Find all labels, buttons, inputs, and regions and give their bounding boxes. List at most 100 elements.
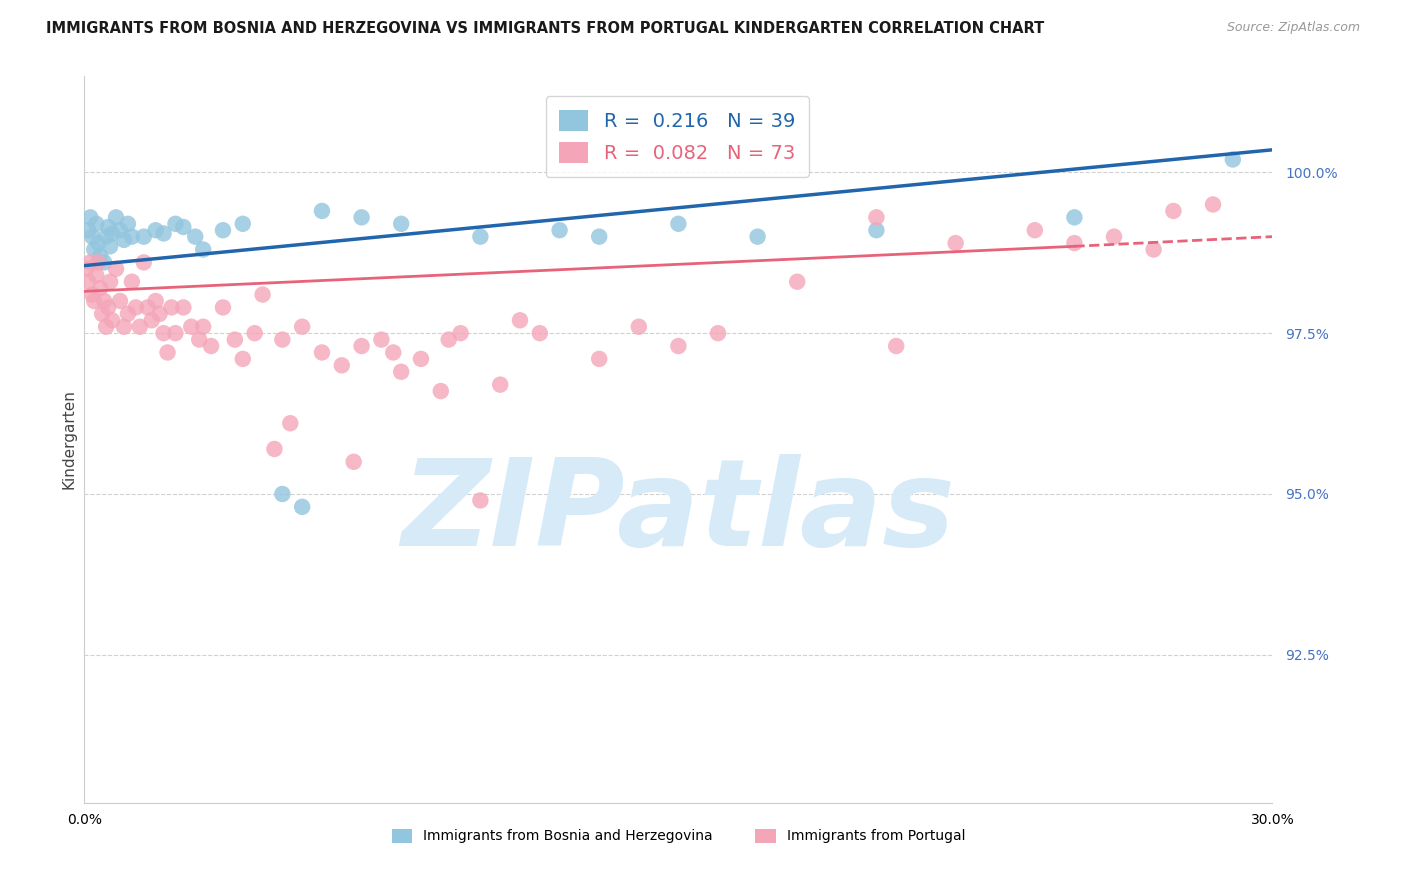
Point [112, 233, 135, 247]
Point [437, 333, 460, 347]
Point [271, 333, 294, 347]
Point [156, 345, 179, 359]
Point [232, 351, 254, 366]
Point [165, 326, 187, 340]
Point [84, 217, 107, 231]
Point [136, 301, 159, 315]
Point [350, 211, 373, 225]
Point [145, 223, 167, 237]
Point [489, 377, 512, 392]
Point [94, 229, 117, 244]
Text: IMMIGRANTS FROM BOSNIA AND HERZEGOVINA VS IMMIGRANTS FROM PORTUGAL KINDERGARTEN : IMMIGRANTS FROM BOSNIA AND HERZEGOVINA V… [46, 21, 1045, 37]
Point [311, 345, 333, 359]
Point [212, 301, 235, 315]
Point [786, 275, 808, 289]
Point [409, 351, 432, 366]
Point [627, 319, 650, 334]
Point [224, 333, 246, 347]
Legend: Immigrants from Bosnia and Herzegovina, Immigrants from Portugal: Immigrants from Bosnia and Herzegovina, … [385, 822, 972, 850]
Point [271, 487, 294, 501]
Point [165, 217, 187, 231]
Point [160, 301, 183, 315]
Point [172, 301, 194, 315]
Point [117, 217, 139, 231]
Point [141, 313, 163, 327]
Point [330, 359, 353, 373]
Point [1102, 229, 1125, 244]
Point [77, 275, 100, 289]
Point [101, 313, 124, 327]
Point [145, 293, 167, 308]
Point [94, 319, 117, 334]
Point [97, 219, 120, 234]
Point [707, 326, 730, 340]
Point [108, 293, 131, 308]
Point [200, 339, 222, 353]
Point [232, 217, 254, 231]
Point [430, 384, 453, 398]
Point [101, 227, 124, 241]
Point [180, 319, 202, 334]
Point [370, 333, 392, 347]
Point [89, 281, 111, 295]
Point [865, 211, 887, 225]
Point [82, 229, 104, 244]
Point [77, 223, 100, 237]
Point [132, 229, 155, 244]
Point [243, 326, 266, 340]
Point [125, 301, 148, 315]
Point [311, 203, 333, 218]
Point [105, 261, 128, 276]
Point [291, 500, 314, 514]
Point [343, 455, 366, 469]
Point [1143, 243, 1166, 257]
Point [389, 365, 412, 379]
Point [509, 313, 531, 327]
Point [105, 211, 128, 225]
Point [128, 319, 150, 334]
Point [1163, 203, 1185, 218]
Point [75, 261, 97, 276]
Point [98, 275, 121, 289]
Point [149, 307, 172, 321]
Point [1063, 211, 1085, 225]
Point [291, 319, 314, 334]
Point [79, 211, 101, 225]
Text: Source: ZipAtlas.com: Source: ZipAtlas.com [1226, 21, 1360, 35]
Point [1202, 197, 1225, 211]
Point [588, 351, 610, 366]
Text: ZIPatlas: ZIPatlas [401, 453, 956, 571]
Point [884, 339, 907, 353]
Point [83, 243, 105, 257]
Point [450, 326, 472, 340]
Point [191, 319, 215, 334]
Point [108, 223, 131, 237]
Point [121, 275, 143, 289]
Point [132, 255, 155, 269]
Point [668, 339, 690, 353]
Point [548, 223, 571, 237]
Point [252, 287, 274, 301]
Point [1222, 153, 1244, 167]
Point [278, 416, 301, 430]
Point [121, 229, 143, 244]
Point [529, 326, 551, 340]
Point [389, 217, 412, 231]
Point [98, 239, 121, 253]
Point [188, 333, 211, 347]
Point [184, 229, 207, 244]
Point [945, 236, 967, 251]
Point [382, 345, 405, 359]
Point [83, 293, 105, 308]
Point [91, 307, 114, 321]
Point [84, 268, 107, 283]
Point [93, 255, 115, 269]
Point [865, 223, 887, 237]
Point [152, 227, 174, 241]
Point [87, 255, 110, 269]
Point [89, 249, 111, 263]
Point [212, 223, 235, 237]
Point [470, 229, 492, 244]
Point [172, 219, 194, 234]
Point [263, 442, 285, 456]
